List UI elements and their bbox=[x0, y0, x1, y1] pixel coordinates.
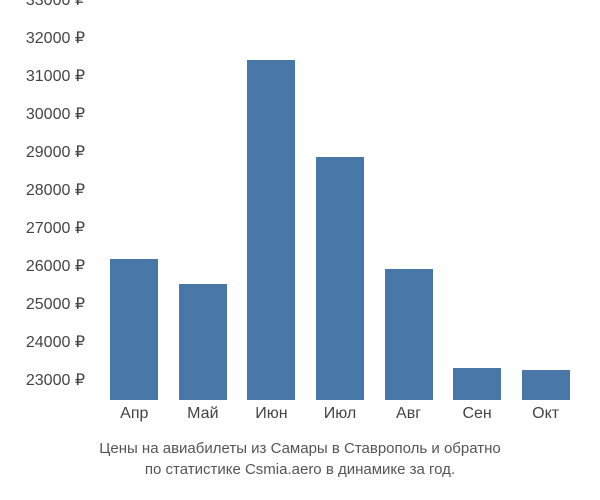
y-axis: 23000 ₽ 24000 ₽ 25000 ₽ 26000 ₽ 27000 ₽ 28000… bbox=[0, 20, 90, 400]
bar bbox=[522, 370, 570, 400]
y-tick-label: 30000 ₽ bbox=[26, 104, 85, 124]
x-tick-label: Окт bbox=[522, 405, 570, 423]
y-tick-label: 32000 ₽ bbox=[26, 28, 85, 48]
bar bbox=[316, 157, 364, 400]
caption-line-2: по статистике Csmia.aero в динамике за г… bbox=[0, 459, 600, 480]
y-tick-label: 28000 ₽ bbox=[26, 180, 85, 200]
x-tick-label: Апр bbox=[110, 405, 158, 423]
y-tick-label: 29000 ₽ bbox=[26, 142, 85, 162]
y-tick-label: 25000 ₽ bbox=[26, 294, 85, 314]
y-tick-label: 27000 ₽ bbox=[26, 218, 85, 238]
bar bbox=[385, 269, 433, 400]
bar bbox=[110, 259, 158, 400]
price-chart: 23000 ₽ 24000 ₽ 25000 ₽ 26000 ₽ 27000 ₽ 28000… bbox=[0, 0, 600, 500]
x-tick-label: Май bbox=[179, 405, 227, 423]
y-tick-label: 26000 ₽ bbox=[26, 256, 85, 276]
x-tick-label: Июл bbox=[316, 405, 364, 423]
x-tick-label: Сен bbox=[453, 405, 501, 423]
bar bbox=[179, 284, 227, 400]
y-tick-label: 24000 ₽ bbox=[26, 332, 85, 352]
x-tick-label: Авг bbox=[385, 405, 433, 423]
bar bbox=[453, 368, 501, 400]
y-tick-label: 33000 ₽ bbox=[26, 0, 85, 10]
caption-line-1: Цены на авиабилеты из Самары в Ставропол… bbox=[0, 438, 600, 459]
x-tick-label: Июн bbox=[247, 405, 295, 423]
x-axis: Апр Май Июн Июл Авг Сен Окт bbox=[95, 405, 585, 423]
plot-area bbox=[95, 20, 585, 400]
bars-container bbox=[95, 20, 585, 400]
y-tick-label: 23000 ₽ bbox=[26, 370, 85, 390]
bar bbox=[247, 60, 295, 400]
y-tick-label: 31000 ₽ bbox=[26, 66, 85, 86]
chart-caption: Цены на авиабилеты из Самары в Ставропол… bbox=[0, 438, 600, 480]
